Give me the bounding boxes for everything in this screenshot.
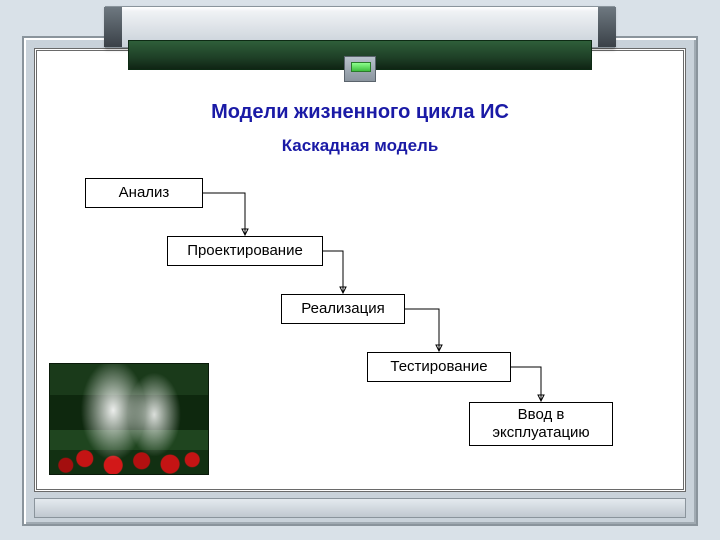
edge-testing-deployment: [511, 367, 541, 400]
phase-testing: Тестирование: [367, 352, 511, 382]
phase-design: Проектирование: [167, 236, 323, 266]
edge-analysis-design: [203, 193, 245, 234]
decorative-photo: [49, 363, 209, 475]
slide-subtitle: Каскадная модель: [37, 136, 683, 156]
edge-implementation-testing: [405, 309, 439, 350]
slide-content: Модели жизненного цикла ИС Каскадная мод…: [37, 51, 683, 489]
edge-design-implementation: [323, 251, 343, 292]
phase-deployment: Ввод в эксплуатацию: [469, 402, 613, 446]
phase-implementation: Реализация: [281, 294, 405, 324]
slide-inner-frame: Модели жизненного цикла ИС Каскадная мод…: [34, 48, 686, 492]
phase-analysis: Анализ: [85, 178, 203, 208]
projector-handle: [344, 56, 376, 82]
slide-title: Модели жизненного цикла ИС: [37, 101, 683, 124]
slide-outer-frame: Модели жизненного цикла ИС Каскадная мод…: [22, 36, 698, 526]
frame-bottom-bar: [34, 498, 686, 518]
